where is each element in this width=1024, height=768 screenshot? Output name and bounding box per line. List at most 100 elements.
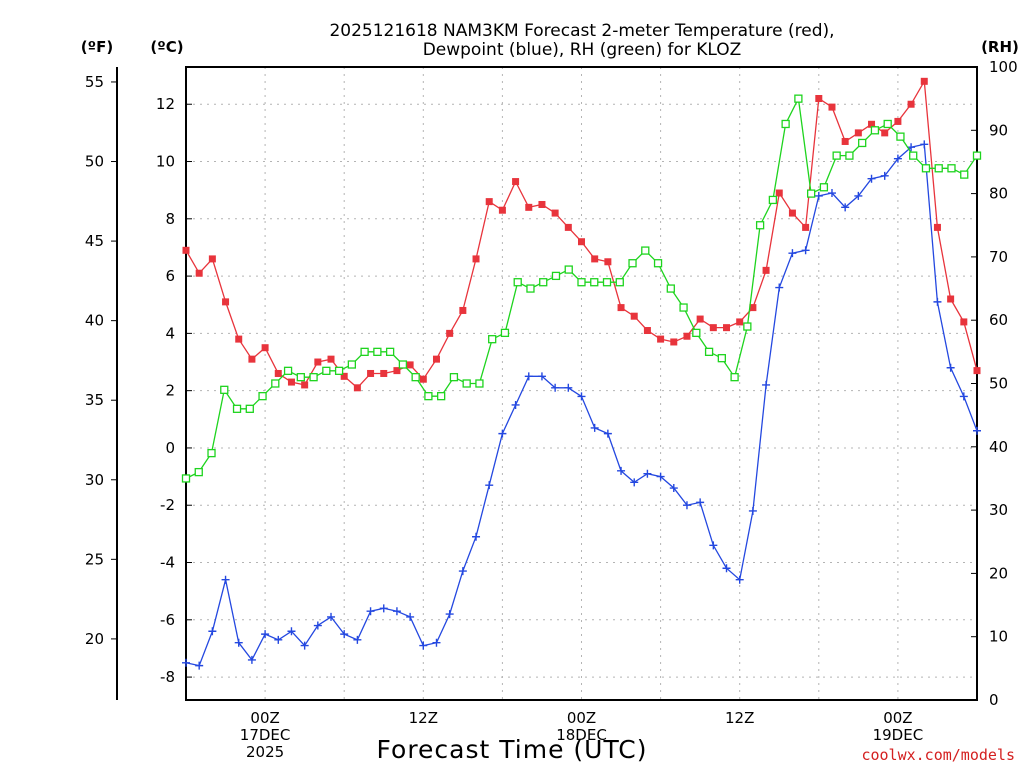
fahrenheit-unit-label: (ºF) xyxy=(81,38,113,56)
dewpoint-point xyxy=(234,638,243,647)
temperature-point xyxy=(841,137,849,145)
rh-tick-label: 70 xyxy=(989,248,1008,266)
rh-point xyxy=(615,278,624,287)
dewpoint-point xyxy=(603,429,612,438)
celsius-tick-label: 2 xyxy=(165,382,175,400)
dewpoint-point xyxy=(511,400,520,409)
x-tick-label: 12Z xyxy=(725,709,754,727)
rh-point xyxy=(360,347,369,357)
rh-tick-label: 60 xyxy=(989,311,1008,329)
dewpoint-point xyxy=(313,621,322,630)
dewpoint-point xyxy=(617,466,626,475)
temperature-point xyxy=(973,367,981,375)
dewpoint-point xyxy=(907,143,916,152)
temperature-point xyxy=(696,315,704,323)
temperature-point xyxy=(498,206,506,214)
rh-point xyxy=(845,151,854,160)
rh-point xyxy=(411,373,420,382)
temperature-point xyxy=(775,189,783,197)
rh-point xyxy=(513,278,522,287)
dewpoint-point xyxy=(630,478,639,487)
dewpoint-point xyxy=(748,506,757,515)
rh-point xyxy=(960,170,969,179)
rh-point xyxy=(755,221,765,230)
temperature-point xyxy=(261,344,269,352)
dewpoint-point xyxy=(735,575,744,584)
rh-point xyxy=(641,246,650,255)
dewpoint-point xyxy=(458,567,467,576)
rh-point xyxy=(564,265,573,274)
celsius-unit-label: (ºC) xyxy=(150,38,183,56)
dewpoint-point xyxy=(827,189,836,198)
dewpoint-point xyxy=(392,607,401,616)
dewpoint-point xyxy=(722,564,731,573)
fahrenheit-tick-label: 35 xyxy=(85,391,104,409)
dewpoint-point xyxy=(788,249,797,258)
dewpoint-point xyxy=(801,246,810,255)
temperature-point xyxy=(472,255,480,263)
celsius-tick-label: -6 xyxy=(160,611,175,629)
x-tick-label: 18DEC xyxy=(556,726,607,744)
rh-point xyxy=(232,404,242,413)
rh-line xyxy=(185,96,978,480)
rh-point xyxy=(896,132,905,141)
temperature-point xyxy=(182,246,190,254)
rh-point xyxy=(768,195,778,205)
rh-point xyxy=(500,328,510,338)
rh-point xyxy=(398,360,408,369)
credit-text: coolwx.com/models xyxy=(861,746,1015,764)
dewpoint-point xyxy=(524,372,533,381)
dewpoint-point xyxy=(854,191,863,200)
dewpoint-point xyxy=(590,423,599,432)
rh-point xyxy=(692,328,701,338)
dewpoint-point xyxy=(274,635,283,644)
temperature-point xyxy=(630,312,638,320)
celsius-tick-label: 0 xyxy=(165,439,175,457)
dewpoint-point xyxy=(287,627,296,636)
temperature-point xyxy=(907,100,915,108)
rh-point xyxy=(704,347,714,357)
rh-point xyxy=(449,373,459,382)
temperature-point xyxy=(222,298,230,306)
temperature-point xyxy=(947,295,955,303)
temperature-point xyxy=(459,306,467,314)
temperature-point xyxy=(802,223,810,231)
celsius-tick-label: 6 xyxy=(165,267,175,285)
temperature-point xyxy=(854,129,862,137)
temperature-point xyxy=(287,378,295,386)
rh-point xyxy=(334,366,344,375)
rh-point xyxy=(679,303,688,312)
x-tick-label: 17DEC xyxy=(240,726,291,744)
rh-point xyxy=(819,183,829,192)
dewpoint-point xyxy=(485,481,494,490)
temperature-point xyxy=(591,255,599,263)
rh-point xyxy=(194,467,203,477)
temperature-point xyxy=(709,324,717,332)
temperature-point xyxy=(920,77,928,85)
dewpoint-point xyxy=(959,392,968,401)
fahrenheit-tick-label: 40 xyxy=(85,312,104,330)
temperature-point xyxy=(538,200,546,208)
rh-point xyxy=(207,448,216,458)
rh-unit-label: (RH) xyxy=(981,38,1019,56)
fahrenheit-tick-label: 20 xyxy=(85,630,104,648)
chart-title-line2: Dewpoint (blue), RH (green) for KLOZ xyxy=(423,40,742,60)
dewpoint-point xyxy=(537,372,546,381)
dewpoint-point xyxy=(946,363,955,372)
dewpoint-point xyxy=(973,426,981,435)
rh-point xyxy=(870,126,880,135)
celsius-tick-label: -8 xyxy=(160,668,175,686)
rh-point xyxy=(628,259,637,268)
rh-point xyxy=(283,366,293,375)
rh-tick-label: 20 xyxy=(989,564,1008,582)
rh-point xyxy=(590,278,599,287)
rh-point xyxy=(181,474,191,483)
rh-point xyxy=(245,404,254,413)
temperature-point xyxy=(788,209,796,217)
rh-point xyxy=(539,278,548,287)
temperature-point xyxy=(881,129,889,137)
temperature-point xyxy=(762,266,770,274)
temperature-point xyxy=(828,103,836,111)
fahrenheit-tick-label: 25 xyxy=(85,550,104,568)
rh-point xyxy=(883,119,892,129)
